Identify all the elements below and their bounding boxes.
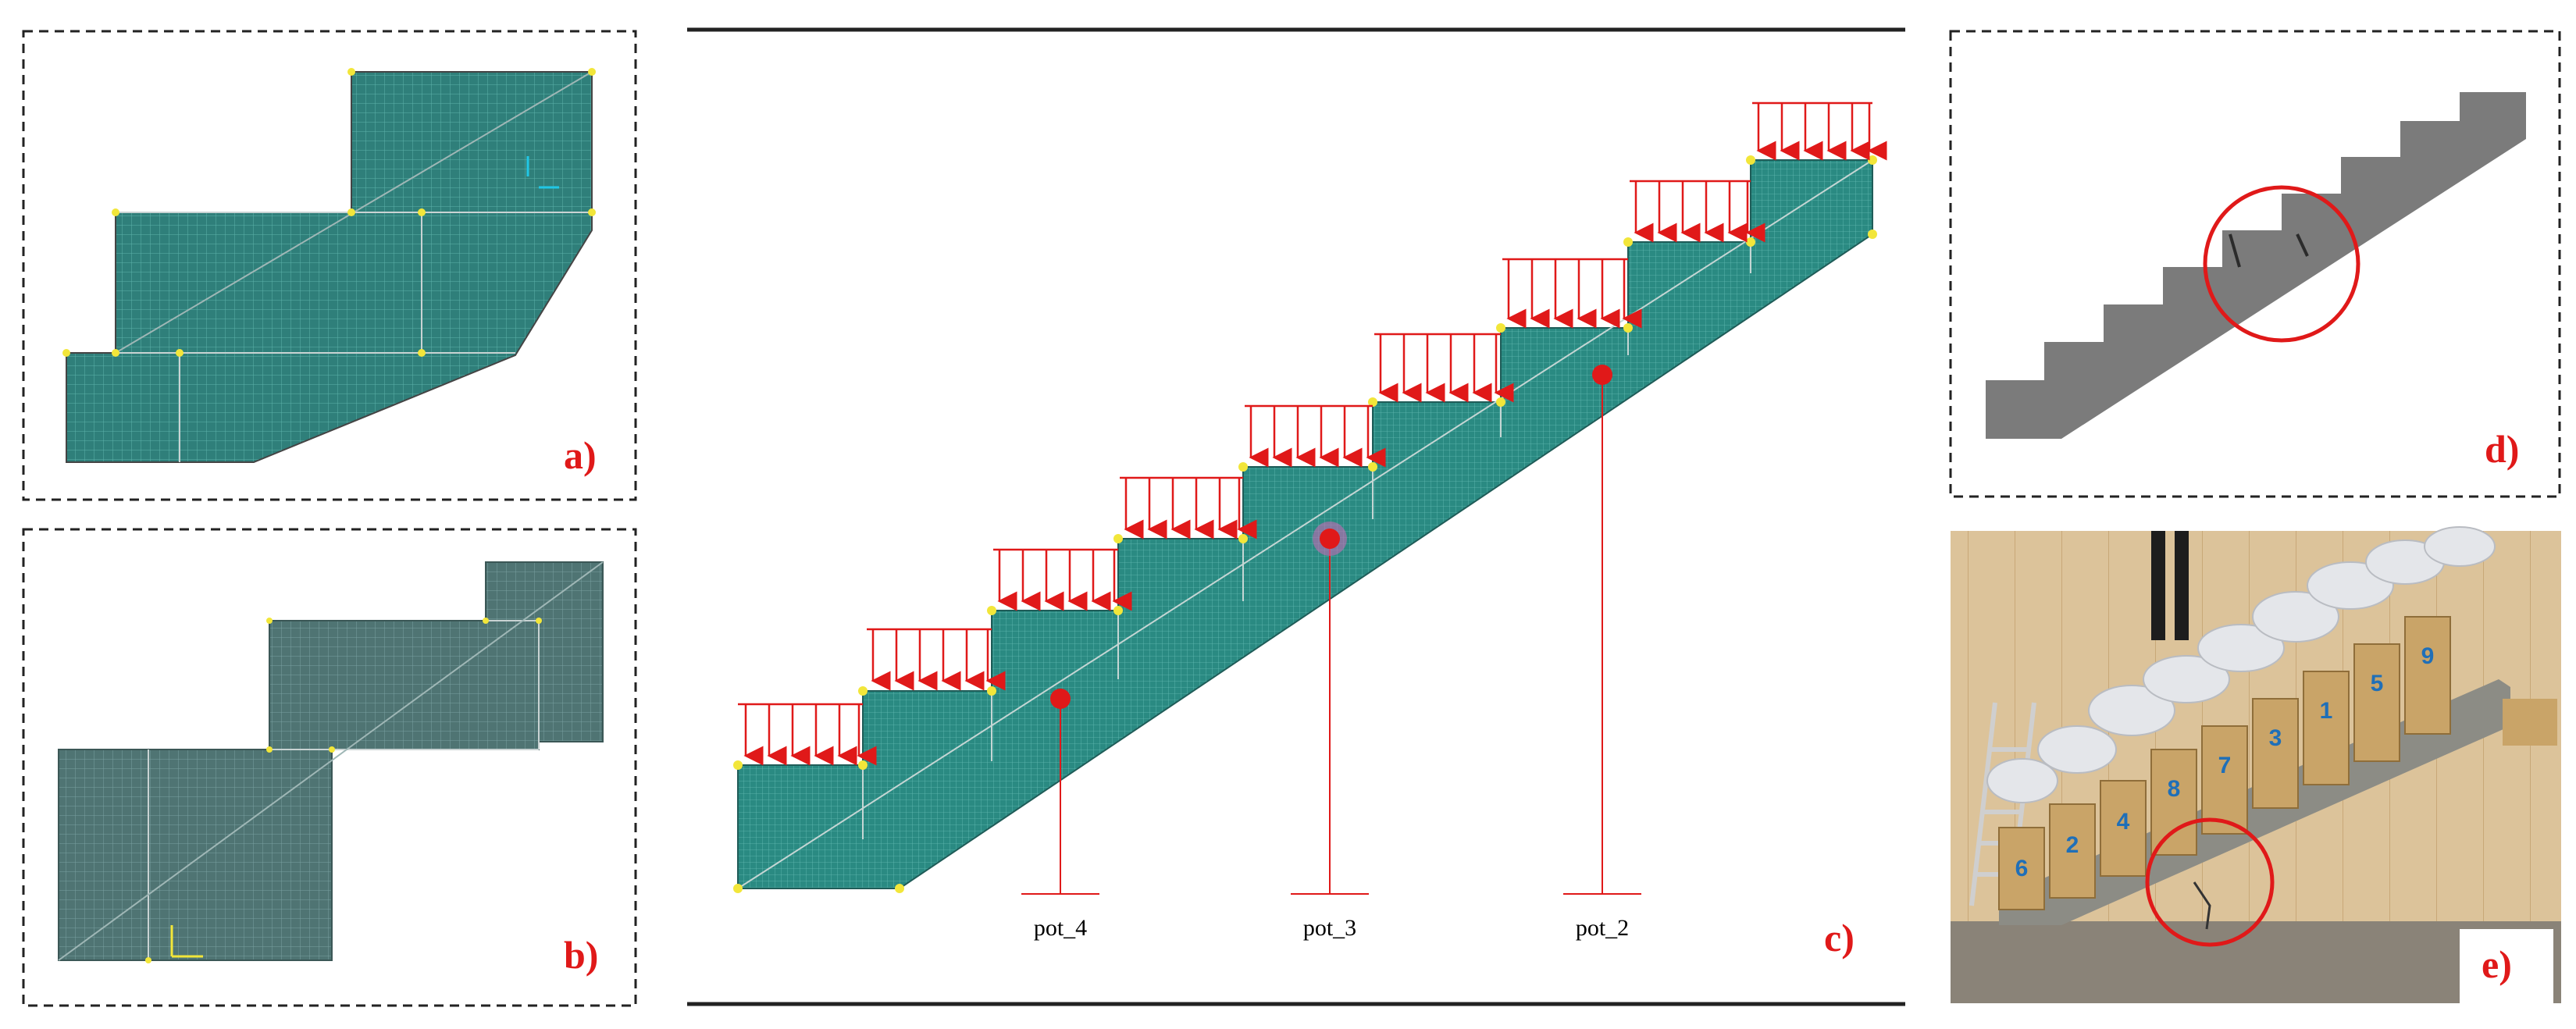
panel-e-photo: 6 2 4 8 7 3 1 5 9 e) [1951, 526, 2561, 1003]
box-number: 4 [2117, 809, 2130, 835]
photo-floor [1951, 921, 2561, 1003]
panel-d-label: d) [2485, 427, 2519, 471]
load-step-5 [1245, 404, 1386, 468]
axis-triad-b [170, 925, 203, 958]
load-arrows-c [738, 101, 1887, 766]
cursor-marker-a [526, 156, 559, 189]
wall-bracket [2503, 699, 2557, 746]
box-number: 5 [2371, 671, 2384, 696]
panel-e-label: e) [2482, 942, 2512, 986]
load-step-7 [1502, 258, 1642, 329]
panel-b-label: b) [564, 933, 598, 977]
crack-highlight-circle-e [2145, 817, 2275, 947]
partition-lines-b [58, 561, 604, 961]
load-step-4 [1120, 476, 1257, 539]
load-step-9 [1752, 101, 1887, 161]
load-step-2 [867, 628, 1006, 691]
box-number: 7 [2218, 753, 2232, 778]
nodes-a [62, 68, 596, 357]
panel-a-border [22, 30, 637, 501]
panel-c: pot_4 pot_3 pot_2 c) [687, 27, 1905, 1006]
sensor-pot-3: pot_3 [1291, 522, 1369, 941]
panel-d-border [1949, 30, 2561, 498]
sandbags [1986, 526, 2496, 803]
crack-marks-d [2229, 233, 2309, 268]
internal-lines-c [737, 159, 1873, 889]
box-number: 9 [2421, 643, 2435, 669]
mesh-section-a [66, 71, 593, 463]
panel-a-label: a) [564, 433, 597, 477]
plywood-boxes [1998, 616, 2451, 910]
load-step-3 [993, 548, 1132, 611]
panel-e-label-bg [2460, 929, 2553, 1003]
box-number: 2 [2066, 832, 2079, 858]
load-step-6 [1374, 333, 1514, 403]
box-number: 6 [2015, 856, 2029, 881]
nodes-c [733, 155, 1877, 893]
sensor-label-pot-4: pot_4 [1034, 915, 1087, 941]
panel-a: a) [22, 30, 637, 501]
sensor-label-pot-2: pot_2 [1576, 915, 1629, 941]
panel-b: b) [22, 528, 637, 1007]
box-number: 8 [2168, 776, 2181, 802]
crack-highlight-circle-d [2203, 185, 2360, 343]
sensor-pot-2: pot_2 [1563, 365, 1641, 941]
load-step-1 [738, 703, 877, 766]
sensor-label-pot-3: pot_3 [1303, 915, 1356, 941]
crack-line-photo [2193, 881, 2211, 930]
box-number: 3 [2269, 725, 2282, 751]
box-numbers: 6 2 4 8 7 3 1 5 9 [2015, 643, 2435, 881]
panel-b-border [22, 528, 637, 1007]
load-step-8 [1630, 180, 1765, 243]
box-number: 1 [2320, 698, 2333, 724]
panel-c-label: c) [1824, 916, 1855, 960]
sensor-pot-4: pot_4 [1021, 689, 1099, 941]
panel-d: d) [1949, 30, 2561, 498]
stair-silhouette-d [1986, 92, 2526, 439]
nodes-b [145, 618, 542, 963]
person-legs [2151, 531, 2189, 640]
